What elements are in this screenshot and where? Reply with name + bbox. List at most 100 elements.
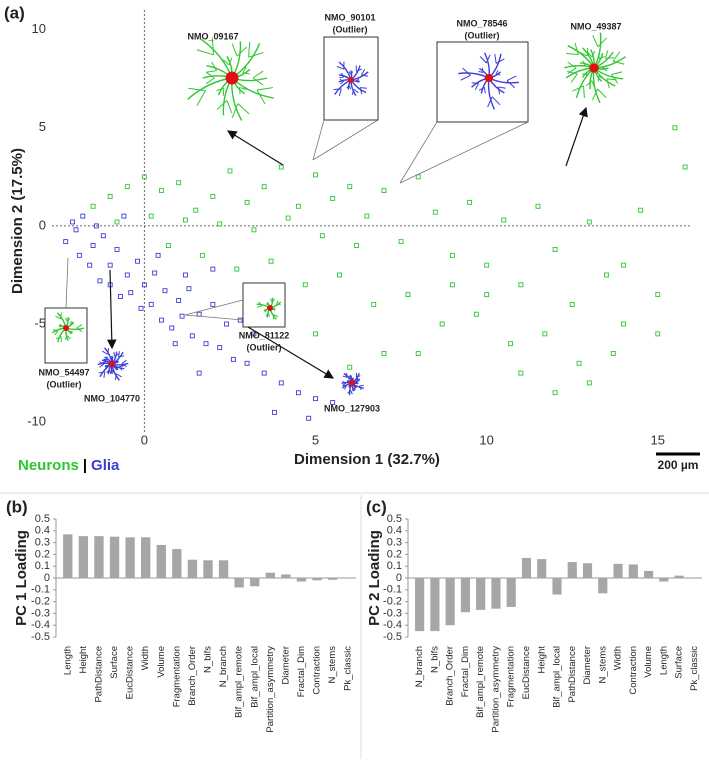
- scatter-point: [108, 263, 112, 267]
- annotation-note: (Outlier): [333, 24, 368, 34]
- x-tick-label: Diameter: [582, 646, 593, 685]
- dendrite-branch: [598, 89, 607, 98]
- dendrite-branch: [249, 53, 264, 58]
- scatter-point: [262, 371, 266, 375]
- x-tick-label: 10: [479, 432, 493, 447]
- x-tick-label: N_stems: [327, 646, 338, 684]
- bar: [690, 578, 699, 579]
- bar: [79, 536, 88, 578]
- scatter-point: [307, 416, 311, 420]
- scatter-point: [163, 289, 167, 293]
- bar: [234, 578, 243, 587]
- dendrite-branch: [584, 86, 585, 98]
- scatter-point: [173, 342, 177, 346]
- scatter-point: [91, 204, 95, 208]
- scatter-point: [286, 216, 290, 220]
- scatter-point: [296, 391, 300, 395]
- y-axis-label: Dimension 2 (17.5%): [9, 148, 26, 294]
- scatter-point: [296, 204, 300, 208]
- annotation-label: NMO_09167: [187, 31, 238, 41]
- dendrite-branch: [227, 100, 232, 112]
- bar: [94, 536, 103, 578]
- panel-label: (a): [4, 3, 25, 22]
- annotation-label: NMO_81122: [239, 330, 290, 340]
- scatter-point: [122, 214, 126, 218]
- y-tick-label: 0.3: [387, 537, 402, 549]
- scatter-point: [149, 302, 153, 306]
- x-tick-label: Fractal_Dim: [460, 646, 471, 697]
- scatter-point: [519, 283, 523, 287]
- annotation-label: NMO_78546: [456, 18, 507, 28]
- bar: [507, 578, 516, 607]
- dendrite-branch: [605, 50, 607, 58]
- dendrite-branch: [99, 372, 105, 373]
- scatter-point: [440, 322, 444, 326]
- scatter-point: [160, 318, 164, 322]
- scatter-point: [269, 259, 273, 263]
- scatter-point: [177, 298, 181, 302]
- bar: [568, 562, 577, 578]
- y-tick-label: -0.4: [383, 619, 402, 631]
- y-tick-label: 0.5: [35, 513, 50, 525]
- x-tick-label: Surface: [109, 646, 120, 679]
- x-axis-label: Dimension 1 (32.7%): [294, 451, 440, 468]
- scatter-point: [211, 302, 215, 306]
- y-tick-label: -5: [34, 315, 46, 330]
- scatter-point: [190, 334, 194, 338]
- annotation-label: NMO_90101: [324, 12, 375, 22]
- scatter-point: [337, 273, 341, 277]
- annotation-label: NMO_104770: [84, 393, 140, 403]
- scatter-point: [211, 194, 215, 198]
- scatter-point: [156, 253, 160, 257]
- scatter-point: [365, 214, 369, 218]
- dendrite-branch: [586, 74, 587, 79]
- scatter-point: [279, 381, 283, 385]
- dendrite-branch: [593, 35, 598, 46]
- y-tick-label: -0.3: [31, 607, 50, 619]
- scatter-point: [382, 351, 386, 355]
- scatter-point: [314, 332, 318, 336]
- annotation-label: NMO_49387: [570, 21, 621, 31]
- scatter-point: [656, 332, 660, 336]
- dendrite-branch: [351, 390, 353, 394]
- scatter-point: [149, 214, 153, 218]
- dendrite-branch: [571, 74, 577, 82]
- scatter-point: [553, 391, 557, 395]
- scatter-point: [197, 371, 201, 375]
- y-tick-label: 0.4: [35, 525, 50, 537]
- bar: [644, 571, 653, 578]
- scatter-point: [231, 357, 235, 361]
- dendrite-branch: [496, 74, 501, 75]
- dendrite-branch: [257, 90, 265, 104]
- x-tick-label: Bif_ampl_remote: [234, 646, 245, 718]
- scatter-point: [673, 126, 677, 130]
- scatter-point: [118, 295, 122, 299]
- scatter-point: [211, 267, 215, 271]
- dendrite-branch: [359, 385, 363, 386]
- dendrite-branch: [240, 87, 241, 94]
- y-tick-label: 0.1: [387, 560, 402, 572]
- bar: [476, 578, 485, 610]
- annotation-arrow: [566, 108, 586, 166]
- dendrite-branch: [355, 386, 357, 387]
- y-axis-label: PC 1 Loading: [13, 530, 30, 626]
- panel-label: (b): [6, 497, 28, 516]
- scatter-point: [587, 220, 591, 224]
- bar: [522, 558, 531, 578]
- bar: [552, 578, 561, 595]
- bar: [141, 537, 150, 578]
- dendrite-branch: [566, 53, 578, 54]
- scatter-point: [331, 196, 335, 200]
- leader-line: [66, 258, 68, 308]
- scatter-point: [509, 342, 513, 346]
- leader-line: [400, 122, 528, 183]
- x-tick-label: Width: [613, 646, 624, 670]
- dendrite: [201, 39, 232, 78]
- scatter-point: [683, 165, 687, 169]
- leader-line: [185, 315, 243, 320]
- x-tick-label: Bif_ampl_local: [249, 646, 260, 708]
- y-tick-label: -0.2: [383, 596, 402, 608]
- bar: [157, 545, 166, 578]
- scatter-point: [416, 175, 420, 179]
